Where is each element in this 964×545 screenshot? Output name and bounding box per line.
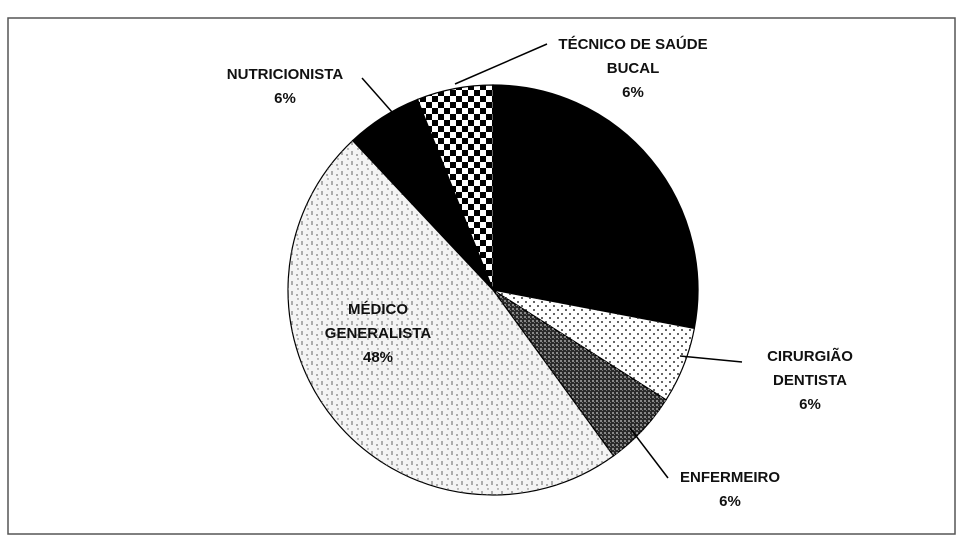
frame [7,17,956,535]
value-label: 6% [799,396,821,413]
data-label: TÉCNICO DE SAÚDE BUCAL 6% [538,33,728,105]
slice-texture [417,85,493,290]
value-label: 48% [362,349,394,366]
category-label: NUTRICIONISTA [226,66,344,83]
leader-line [361,77,393,113]
data-label: NUTRICIONISTA 6% [205,63,365,111]
leader-line [454,43,548,85]
value-label: 6% [274,90,296,107]
category-label: ENFERMEIRO [679,469,780,486]
data-label: CIRURGIÃO DENTISTA 6% [750,345,870,417]
category-label: MÉDICO GENERALISTA [324,301,432,342]
category-label: TÉCNICO DE SAÚDE BUCAL [558,36,708,77]
value-label: 6% [622,84,644,101]
slice-texture [493,290,667,456]
value-label: 6% [719,493,741,510]
slice [492,84,699,330]
slice-texture [493,290,695,400]
leader-line [679,355,743,363]
leader-line [629,427,669,479]
data-label: MÉDICO GENERALISTA 48% [318,298,438,370]
category-label: CIRURGIÃO DENTISTA [767,348,853,389]
data-label: ENFERMEIRO 6% [670,466,790,514]
slice-texture [288,140,614,496]
pie [287,84,699,496]
